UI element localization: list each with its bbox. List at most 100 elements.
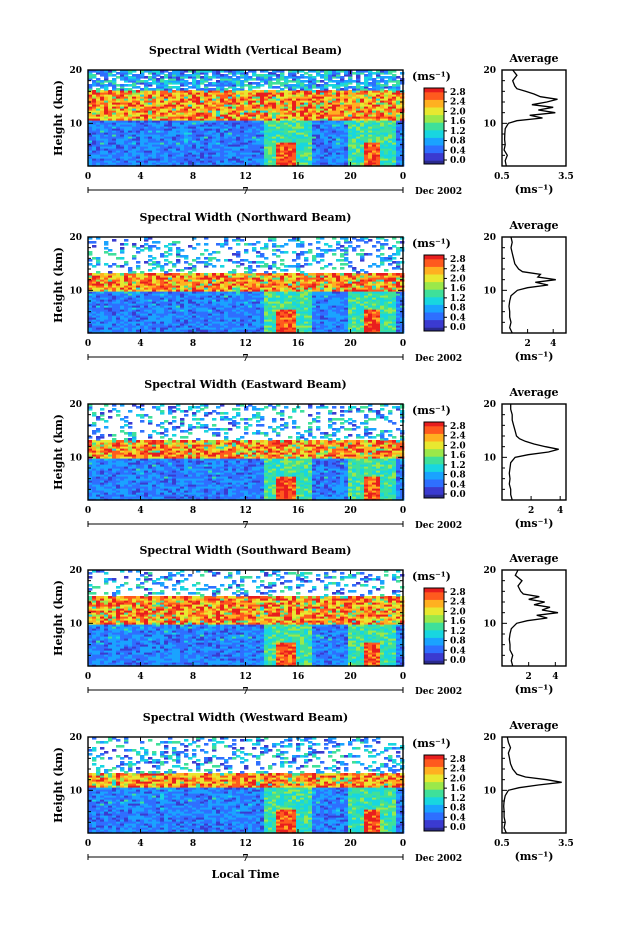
heatmap-cell <box>256 154 261 157</box>
heatmap-cell <box>244 136 249 139</box>
heatmap-cell <box>224 142 229 145</box>
heatmap-cell <box>368 140 373 143</box>
heatmap-cell <box>116 154 121 157</box>
heatmap-cell <box>216 136 221 139</box>
heatmap-cell <box>196 100 201 103</box>
heatmap-cell <box>148 126 153 129</box>
heatmap-cell <box>144 134 149 137</box>
heatmap-cell <box>164 104 169 107</box>
heatmap-cell <box>392 150 397 153</box>
heatmap-cell <box>336 136 341 139</box>
heatmap-cell <box>372 96 377 99</box>
heatmap-cell <box>312 130 317 133</box>
heatmap-cell <box>312 110 317 113</box>
heatmap-cell <box>200 148 205 151</box>
heatmap-cell <box>356 112 361 115</box>
heatmap-cell <box>96 96 101 99</box>
heatmap-cell <box>332 102 337 105</box>
heatmap-cell <box>268 108 273 111</box>
heatmap-cell <box>208 128 213 131</box>
heatmap-cell <box>372 124 377 127</box>
heatmap-cell <box>264 156 269 159</box>
heatmap-cell <box>384 162 389 165</box>
heatmap-cell <box>156 160 161 163</box>
heatmap-cell <box>360 146 365 149</box>
heatmap-cell <box>192 118 197 121</box>
heatmap-cell <box>128 108 133 111</box>
heatmap-cell <box>332 128 337 131</box>
heatmap-cell <box>332 118 337 121</box>
heatmap-cell <box>228 140 233 143</box>
heatmap-cell <box>252 112 257 115</box>
heatmap-cell <box>224 152 229 155</box>
heatmap-cell <box>324 160 329 163</box>
heatmap-cell <box>100 120 105 123</box>
heatmap-cell <box>324 98 329 101</box>
heatmap-cell <box>324 140 329 143</box>
heatmap-cell <box>104 112 109 115</box>
heatmap-cell <box>244 114 249 117</box>
heatmap-cell <box>160 146 165 149</box>
colorbar-tick-label: 0.0 <box>450 156 466 166</box>
heatmap-cell <box>188 144 193 147</box>
heatmap-cell <box>176 102 181 105</box>
heatmap-cell <box>316 104 321 107</box>
heatmap-cell <box>296 100 301 103</box>
heatmap-cell <box>332 106 337 109</box>
heatmap-cell <box>92 98 97 101</box>
heatmap-cell <box>204 152 209 155</box>
heatmap-cell <box>328 162 333 165</box>
colorbar-tick-label: 2.8 <box>450 88 466 98</box>
heatmap-cell <box>360 138 365 141</box>
heatmap-cell <box>208 162 213 165</box>
heatmap-cell <box>344 140 349 143</box>
heatmap-cell <box>216 144 221 147</box>
heatmap-cell <box>260 136 265 139</box>
heatmap-cell <box>92 104 97 107</box>
heatmap-cell <box>236 142 241 145</box>
heatmap-cell <box>192 104 197 107</box>
heatmap-cell <box>264 74 269 77</box>
heatmap-cell <box>176 140 181 143</box>
heatmap-cell <box>264 102 269 105</box>
heatmap-cell <box>96 162 101 165</box>
heatmap-cell <box>192 136 197 139</box>
heatmap-cell <box>376 148 381 151</box>
heatmap-cell <box>232 112 237 115</box>
heatmap-cell <box>276 114 281 117</box>
heatmap-cell <box>260 84 265 87</box>
heatmap-cell <box>248 138 253 141</box>
heatmap-cell <box>144 160 149 163</box>
avg-x-tick-label: 3.5 <box>558 172 574 182</box>
heatmap-cell <box>376 156 381 159</box>
heatmap-cell <box>208 98 213 101</box>
heatmap-cell <box>204 102 209 105</box>
heatmap-cell <box>336 104 341 107</box>
heatmap-cell <box>288 84 293 87</box>
heatmap-cell <box>176 100 181 103</box>
heatmap-cell <box>232 128 237 131</box>
heatmap-cell <box>316 128 321 131</box>
heatmap-cell <box>392 104 397 107</box>
heatmap-cell <box>116 112 121 115</box>
heatmap-cell <box>296 108 301 111</box>
heatmap-cell <box>292 158 297 161</box>
heatmap-cell <box>392 154 397 157</box>
heatmap-cell <box>124 112 129 115</box>
heatmap-cell <box>96 120 101 123</box>
heatmap-cell <box>112 74 117 77</box>
heatmap-cell <box>200 160 205 163</box>
heatmap-cell <box>272 106 277 109</box>
heatmap-cell <box>364 132 369 135</box>
heatmap-cell <box>300 96 305 99</box>
heatmap-cell <box>136 104 141 107</box>
heatmap-cell <box>288 134 293 137</box>
heatmap-cell <box>124 98 129 101</box>
heatmap-cell <box>260 128 265 131</box>
heatmap-cell <box>204 124 209 127</box>
heatmap-cell <box>160 150 165 153</box>
heatmap-cell <box>204 122 209 125</box>
heatmap-cell <box>88 120 93 123</box>
heatmap-cell <box>352 144 357 147</box>
heatmap-cell <box>160 76 165 79</box>
